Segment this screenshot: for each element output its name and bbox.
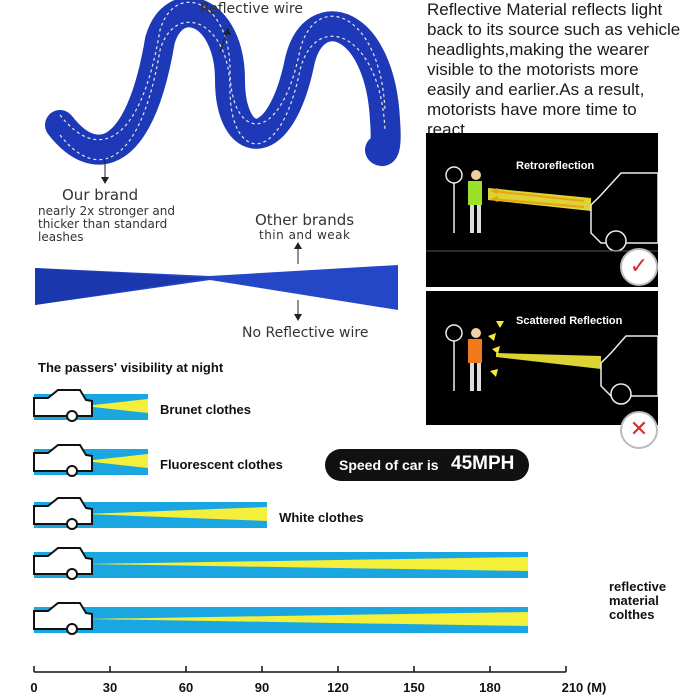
car-beam-graphic bbox=[33, 444, 148, 477]
car-icon bbox=[33, 547, 93, 575]
visibility-row-label: White clothes bbox=[279, 510, 364, 525]
other-brands-desc: thin and weak bbox=[259, 228, 351, 242]
speed-value: 45MPH bbox=[451, 453, 515, 474]
scattered-reflection-scene bbox=[445, 321, 658, 405]
axis-tick-label: 30 bbox=[102, 680, 118, 695]
cross-icon: ✕ bbox=[629, 417, 649, 442]
car-beam-graphic bbox=[33, 602, 528, 635]
our-brand-title: Our brand bbox=[62, 186, 139, 204]
no-reflective-label: No Reflective wire bbox=[242, 325, 369, 341]
check-icon: ✓ bbox=[629, 254, 649, 279]
leash-section: Reflective wire Our brand nearly 2x stro… bbox=[0, 0, 410, 350]
leash-illustration bbox=[35, 0, 401, 321]
car-icon bbox=[33, 602, 93, 630]
cross-mark-badge: ✕ bbox=[620, 411, 658, 449]
car-beam-graphic bbox=[33, 497, 268, 530]
retroreflection-title: Retroreflection bbox=[516, 160, 595, 172]
car-icon bbox=[33, 497, 93, 525]
headlight-beam bbox=[84, 507, 268, 521]
axis-tick-label: 120 bbox=[327, 680, 349, 695]
car-icon bbox=[33, 389, 93, 417]
car-wheel bbox=[66, 568, 78, 580]
car-icon bbox=[33, 444, 93, 472]
visibility-row-label: Brunet clothes bbox=[160, 402, 252, 417]
car-wheel bbox=[66, 465, 78, 477]
check-mark-badge: ✓ bbox=[620, 248, 658, 286]
speed-badge: Speed of car is 45MPH bbox=[325, 449, 529, 481]
reflective-wire-label: Reflective wire bbox=[200, 1, 303, 17]
headlight-beam bbox=[84, 454, 148, 468]
our-brand-strap bbox=[45, 0, 401, 167]
reflective-description: Reflective Material reflects light back … bbox=[427, 0, 681, 139]
axis-tick-label: 90 bbox=[254, 680, 270, 695]
axis-tick-label: 210 (M) bbox=[561, 680, 607, 695]
visibility-title: The passers' visibility at night bbox=[38, 360, 224, 375]
retroreflection-panel: Retroreflection ✓ bbox=[426, 133, 658, 287]
headlight-beam bbox=[84, 399, 148, 413]
other-brands-title: Other brands bbox=[255, 211, 355, 229]
car-beam-graphic bbox=[33, 389, 148, 422]
headlight-beam bbox=[84, 612, 528, 626]
other-brand-strap bbox=[35, 265, 398, 310]
axis-tick-label: 150 bbox=[403, 680, 425, 695]
scattered-reflection-title: Scattered Reflection bbox=[516, 315, 623, 327]
speed-label: Speed of car is bbox=[339, 457, 439, 473]
axis-tick-label: 60 bbox=[178, 680, 194, 695]
car-wheel bbox=[66, 623, 78, 635]
car-wheel bbox=[66, 410, 78, 422]
our-brand-desc: nearly 2x stronger and thicker than stan… bbox=[38, 204, 175, 244]
retroreflection-scene bbox=[426, 166, 658, 252]
visibility-row-label: Fluorescent clothes bbox=[160, 457, 283, 472]
car-wheel bbox=[66, 518, 78, 530]
car-beam-graphic bbox=[33, 547, 528, 580]
axis-tick-label: 0 bbox=[30, 680, 38, 695]
axis-tick-label: 180 bbox=[479, 680, 501, 695]
headlight-beam bbox=[84, 557, 528, 571]
scattered-reflection-panel: Scattered Reflection ✕ bbox=[426, 291, 658, 449]
visibility-row-label: reflective material colthes bbox=[609, 579, 667, 622]
